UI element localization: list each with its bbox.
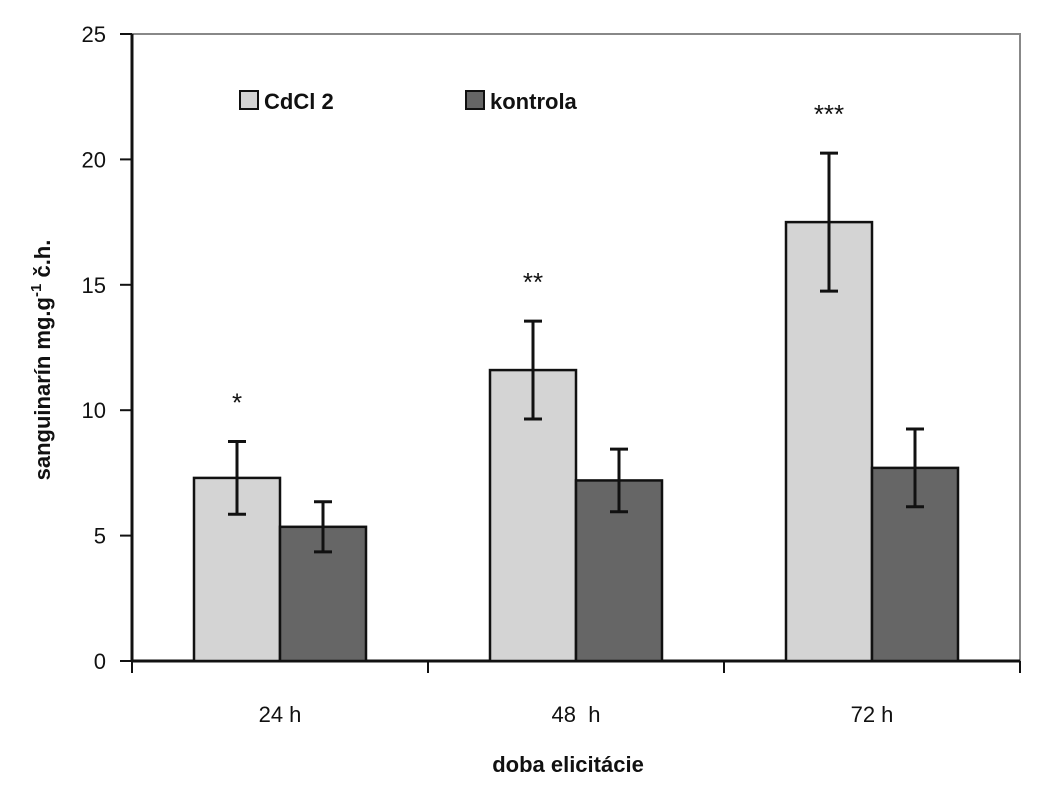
y-ticks: 0 5 10 15 20 25 [82,22,132,674]
legend-swatch-kontrola [465,90,485,110]
y-tick-label: 15 [82,273,106,298]
legend-label-cdcl2: CdCl 2 [264,89,334,114]
significance-label: *** [814,99,844,129]
x-ticks: 24 h 48 h 72 h [131,661,1021,727]
significance-label: * [232,388,242,418]
y-axis-title-end: č.h. [30,240,55,284]
error-bars [228,151,924,554]
significance-labels: ****** [232,99,844,417]
y-axis-title-main: sanguinarín mg.g [30,297,55,480]
x-tick-label: 24 h [259,702,302,727]
x-tick-label: 72 h [851,702,894,727]
y-tick-label: 20 [82,147,106,172]
y-tick-label: 10 [82,398,106,423]
y-tick-label: 0 [94,649,106,674]
legend: CdCl 2 kontrola [239,89,578,114]
legend-swatch-cdcl2 [239,90,259,110]
bars [192,220,960,663]
y-axis-title: sanguinarín mg.g-1 č.h. [28,240,55,481]
x-tick-label: 48 h [552,702,601,727]
x-axis-title: doba elicitácie [492,752,644,777]
bar-cdcl2 [784,220,874,663]
y-axis-title-sup: -1 [28,284,45,297]
y-tick-label: 5 [94,524,106,549]
y-tick-label: 25 [82,22,106,47]
significance-label: ** [523,267,543,297]
legend-label-kontrola: kontrola [490,89,578,114]
